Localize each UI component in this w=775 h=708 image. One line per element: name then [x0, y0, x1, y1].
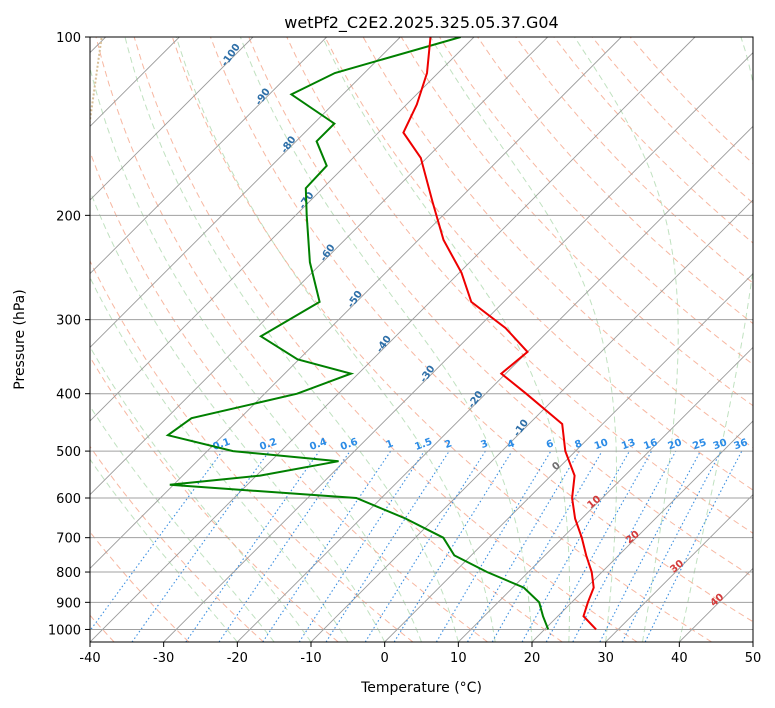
moist-adiabat-line	[90, 189, 386, 642]
mixing-ratio-label: 16	[642, 437, 659, 452]
mixing-ratio-line	[325, 450, 450, 642]
y-tick-label: 300	[56, 314, 81, 329]
mixing-ratio-line	[131, 450, 270, 642]
x-axis-ticks: -40 -30 -20 -10 0 10 20 30 40 50	[79, 642, 761, 666]
isotherm-line	[163, 52, 753, 642]
dry-adiabat-line	[210, 37, 753, 623]
x-tick-label: -10	[300, 651, 321, 666]
mixing-ratio-label: 4	[506, 438, 516, 451]
mixing-ratio-line	[218, 450, 351, 642]
moist-adiabat-line	[430, 37, 617, 642]
mixing-ratio-line	[298, 450, 425, 642]
mixing-ratio-label: 2	[443, 438, 453, 451]
dry-adiabat-line	[324, 37, 753, 491]
y-axis-ticks: 1000 900 800 700 600 500 400 300 200 100	[48, 31, 90, 638]
isotherm-line	[458, 346, 753, 642]
mixing-ratio-label: 3	[479, 438, 489, 451]
moist-adiabat-line	[90, 458, 238, 642]
x-tick-label: 40	[671, 651, 688, 666]
isotherm-line	[384, 273, 753, 642]
x-tick-label: -30	[153, 651, 174, 666]
mixing-ratio-label: 10	[593, 437, 610, 452]
mixing-ratio-label: 13	[620, 437, 637, 452]
isotherm-line	[90, 37, 327, 275]
moist-adiabat-line	[90, 405, 275, 642]
x-tick-label: 0	[381, 651, 389, 666]
moist-adiabat-line	[124, 37, 459, 642]
dry-adiabat-line	[95, 37, 563, 642]
mixing-ratio-label: 25	[691, 437, 708, 452]
x-tick-label: 10	[450, 651, 467, 666]
dry-adiabat-line	[171, 37, 712, 642]
isotherms	[90, 37, 753, 642]
y-tick-label: 100	[56, 31, 81, 46]
chart-title: wetPf2_C2E2.2025.325.05.37.G04	[284, 13, 558, 33]
moist-adiabat-line	[322, 37, 571, 642]
isotherm-line	[310, 199, 753, 642]
mixing-ratio-line	[393, 450, 513, 642]
plot-frame	[89, 36, 754, 643]
moist-adiabat-line	[90, 65, 422, 642]
mixing-ratio-line	[262, 450, 392, 642]
isotherm-line	[90, 37, 548, 496]
mixing-ratio-label: 1	[385, 438, 395, 451]
x-tick-label: 50	[745, 651, 762, 666]
isotherm-line	[90, 37, 696, 642]
dry-adiabat-line	[90, 445, 264, 642]
y-tick-label: 1000	[48, 623, 81, 638]
mixing-ratio-line	[572, 450, 677, 642]
dewpoint-line	[165, 37, 550, 630]
plot-area: 0.1 0.2 0.4 0.6 1 1.5 2 3 4 6 8 10 13 16 20 25 30 36-100-…	[90, 37, 753, 642]
isotherm-line	[90, 37, 254, 201]
isotherm-line	[531, 420, 753, 642]
x-tick-label: 30	[597, 651, 614, 666]
mixing-ratio-line	[521, 450, 630, 642]
moist-adiabats	[90, 37, 753, 642]
dry-adiabat-line	[248, 37, 753, 578]
mixing-ratio-label: 8	[573, 438, 583, 451]
mixing-ratio-label: 6	[545, 438, 555, 451]
isotherm-line	[605, 494, 753, 642]
dry-adiabat-line	[286, 37, 753, 534]
isobars	[90, 37, 753, 630]
y-tick-label: 500	[56, 445, 81, 460]
x-tick-label: 20	[524, 651, 541, 666]
moist-adiabat-line	[678, 37, 753, 642]
mixing-ratio-label: 30	[712, 437, 729, 452]
mixing-ratio-label: 36	[733, 437, 750, 452]
dry-adiabat-line	[133, 37, 638, 642]
moist-adiabat-line	[175, 37, 496, 642]
isotherm-line	[90, 37, 475, 422]
mixing-ratio-line	[90, 450, 223, 632]
y-tick-label: 200	[56, 209, 81, 224]
dry-adiabats	[90, 37, 753, 642]
y-tick-label: 900	[56, 596, 81, 611]
isotherm-line	[90, 37, 622, 569]
isotherm-line	[90, 37, 401, 348]
y-tick-label: 600	[56, 492, 81, 507]
mixing-ratio-lines	[90, 450, 743, 642]
x-tick-label: -20	[227, 651, 248, 666]
moist-adiabat-line	[90, 276, 349, 642]
dry-adiabat-line	[90, 356, 339, 642]
y-tick-label: 800	[56, 566, 81, 581]
moist-adiabat-line	[239, 37, 533, 642]
x-tick-label: -40	[79, 651, 100, 666]
temperature-line	[402, 37, 597, 631]
y-tick-label: 400	[56, 388, 81, 403]
dry-adiabat-line	[515, 37, 753, 284]
moist-adiabat-line	[574, 37, 679, 642]
dry-adiabat-line	[90, 259, 414, 642]
y-axis-label: Pressure (hPa)	[12, 289, 28, 389]
isotherm-line	[237, 125, 753, 642]
mixing-ratio-line	[644, 450, 743, 642]
mixing-ratio-label: 20	[667, 437, 684, 452]
mixing-ratio-line	[185, 450, 320, 642]
line-labels: 0.1 0.2 0.4 0.6 1 1.5 2 3 4 6 8 10 13 16 20 25 30 36-100-…	[211, 42, 749, 609]
y-tick-label: 700	[56, 532, 81, 547]
x-axis-label: Temperature (°C)	[360, 680, 482, 696]
